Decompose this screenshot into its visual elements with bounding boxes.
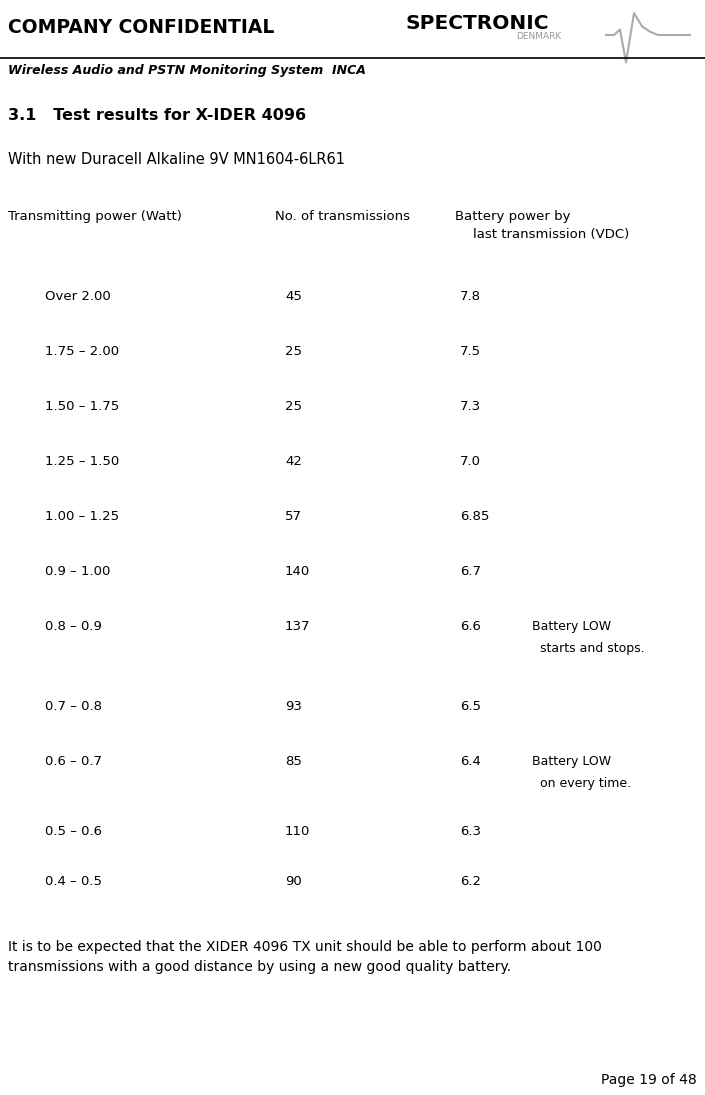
Text: 93: 93 bbox=[285, 700, 302, 713]
Text: 6.4: 6.4 bbox=[460, 754, 481, 768]
Text: 1.25 – 1.50: 1.25 – 1.50 bbox=[45, 456, 119, 468]
Text: 6.2: 6.2 bbox=[460, 875, 481, 888]
Text: Transmitting power (Watt): Transmitting power (Watt) bbox=[8, 210, 182, 223]
Text: 25: 25 bbox=[285, 345, 302, 358]
Text: 42: 42 bbox=[285, 456, 302, 468]
Text: 0.6 – 0.7: 0.6 – 0.7 bbox=[45, 754, 102, 768]
Text: Battery LOW: Battery LOW bbox=[532, 620, 611, 633]
Text: 0.4 – 0.5: 0.4 – 0.5 bbox=[45, 875, 102, 888]
Text: 0.5 – 0.6: 0.5 – 0.6 bbox=[45, 825, 102, 838]
Text: DENMARK: DENMARK bbox=[516, 32, 561, 41]
Text: 7.8: 7.8 bbox=[460, 290, 481, 303]
Text: Over 2.00: Over 2.00 bbox=[45, 290, 111, 303]
Text: 6.3: 6.3 bbox=[460, 825, 481, 838]
Text: 85: 85 bbox=[285, 754, 302, 768]
Text: It is to be expected that the XIDER 4096 TX unit should be able to perform about: It is to be expected that the XIDER 4096… bbox=[8, 940, 602, 954]
Text: With new Duracell Alkaline 9V MN1604-6LR61: With new Duracell Alkaline 9V MN1604-6LR… bbox=[8, 152, 345, 168]
Text: Page 19 of 48: Page 19 of 48 bbox=[601, 1073, 697, 1087]
Text: No. of transmissions: No. of transmissions bbox=[275, 210, 410, 223]
Text: SPECTRONIC: SPECTRONIC bbox=[405, 14, 548, 33]
Text: 0.9 – 1.00: 0.9 – 1.00 bbox=[45, 565, 111, 578]
Text: 7.0: 7.0 bbox=[460, 456, 481, 468]
Text: 1.75 – 2.00: 1.75 – 2.00 bbox=[45, 345, 119, 358]
Text: 6.5: 6.5 bbox=[460, 700, 481, 713]
Text: starts and stops.: starts and stops. bbox=[540, 642, 644, 655]
Text: 0.7 – 0.8: 0.7 – 0.8 bbox=[45, 700, 102, 713]
Text: 3.1   Test results for X-IDER 4096: 3.1 Test results for X-IDER 4096 bbox=[8, 108, 306, 123]
Text: 137: 137 bbox=[285, 620, 310, 633]
Text: 6.85: 6.85 bbox=[460, 510, 489, 523]
Text: Battery power by: Battery power by bbox=[455, 210, 570, 223]
Text: COMPANY CONFIDENTIAL: COMPANY CONFIDENTIAL bbox=[8, 18, 274, 37]
Text: 25: 25 bbox=[285, 400, 302, 413]
Text: 6.7: 6.7 bbox=[460, 565, 481, 578]
Text: 140: 140 bbox=[285, 565, 310, 578]
Text: 7.5: 7.5 bbox=[460, 345, 481, 358]
Text: 110: 110 bbox=[285, 825, 310, 838]
Text: 7.3: 7.3 bbox=[460, 400, 481, 413]
Text: 0.8 – 0.9: 0.8 – 0.9 bbox=[45, 620, 102, 633]
Text: 45: 45 bbox=[285, 290, 302, 303]
Text: 57: 57 bbox=[285, 510, 302, 523]
Text: 1.50 – 1.75: 1.50 – 1.75 bbox=[45, 400, 119, 413]
Text: Battery LOW: Battery LOW bbox=[532, 754, 611, 768]
Text: on every time.: on every time. bbox=[540, 777, 631, 789]
Text: last transmission (VDC): last transmission (VDC) bbox=[472, 228, 629, 241]
Text: transmissions with a good distance by using a new good quality battery.: transmissions with a good distance by us… bbox=[8, 960, 511, 973]
Text: Wireless Audio and PSTN Monitoring System  INCA: Wireless Audio and PSTN Monitoring Syste… bbox=[8, 64, 366, 77]
Text: 6.6: 6.6 bbox=[460, 620, 481, 633]
Text: 90: 90 bbox=[285, 875, 302, 888]
Text: 1.00 – 1.25: 1.00 – 1.25 bbox=[45, 510, 119, 523]
